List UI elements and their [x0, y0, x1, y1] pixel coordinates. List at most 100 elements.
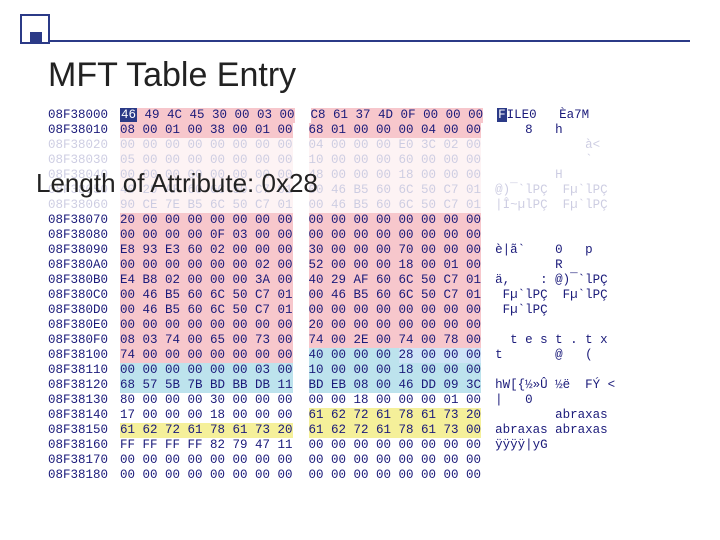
hex-gap — [293, 468, 309, 483]
hex-address: 08F38060 — [48, 198, 120, 213]
hex-row: 08F38180 00 00 00 00 00 00 00 00 00 00 0… — [48, 468, 688, 483]
hex-bytes-left: FF FF FF FF 82 79 47 11 — [120, 438, 293, 453]
hex-address: 08F380E0 — [48, 318, 120, 333]
hex-gap — [293, 348, 309, 363]
hex-ascii: t @ ( — [495, 348, 593, 363]
hex-ascii: Fµ`lPÇ Fµ`lPÇ — [495, 288, 608, 303]
hex-bytes-left: 00 00 00 00 00 00 00 00 — [120, 468, 293, 483]
hex-row: 08F380F0 08 03 74 00 65 00 73 00 74 00 2… — [48, 333, 688, 348]
hex-bytes-right: 20 00 00 00 00 00 00 00 — [309, 318, 482, 333]
hex-address: 08F38020 — [48, 138, 120, 153]
hex-bytes-left: 17 00 00 00 18 00 00 00 — [120, 408, 293, 423]
hex-bytes-right: 10 00 00 00 60 00 00 00 — [309, 153, 482, 168]
hex-ascii: @)¯`lPÇ Fµ`lPÇ — [495, 183, 608, 198]
hex-address: 08F38150 — [48, 423, 120, 438]
hex-bytes-right: 74 00 2E 00 74 00 78 00 — [309, 333, 482, 348]
hex-address: 08F38030 — [48, 153, 120, 168]
hex-row: 08F38060 90 CE 7E B5 6C 50 C7 01 00 46 B… — [48, 198, 688, 213]
hex-row: 08F38140 17 00 00 00 18 00 00 00 61 62 7… — [48, 408, 688, 423]
hex-row: 08F380C0 00 46 B5 60 6C 50 C7 01 00 46 B… — [48, 288, 688, 303]
hex-address: 08F38080 — [48, 228, 120, 243]
hex-bytes-left: 74 00 00 00 00 00 00 00 — [120, 348, 293, 363]
hex-bytes-right: 00 00 00 00 00 00 00 00 — [309, 213, 482, 228]
hex-ascii: hW[{½»Û ½ë FÝ < — [495, 378, 615, 393]
hex-gap — [295, 108, 311, 123]
hex-gap — [293, 228, 309, 243]
hex-address: 08F38170 — [48, 453, 120, 468]
hex-address: 08F38130 — [48, 393, 120, 408]
hex-ascii: à< — [495, 138, 600, 153]
hex-ascii: ÿÿÿÿ|yG — [495, 438, 548, 453]
hex-ascii: | 0 — [495, 393, 533, 408]
hex-gap — [293, 393, 309, 408]
selected-ascii: F — [497, 108, 507, 122]
hex-gap — [293, 303, 309, 318]
hex-gap — [293, 273, 309, 288]
hex-row: 08F380A0 00 00 00 00 00 00 02 00 52 00 0… — [48, 258, 688, 273]
hex-bytes-left: 00 00 00 00 00 00 00 00 — [120, 138, 293, 153]
hex-bytes-right: 00 46 B5 60 6C 50 C7 01 — [309, 183, 482, 198]
hex-bytes-right: 00 00 00 00 00 00 00 00 — [309, 303, 482, 318]
hex-ascii: ä, : @)¯`lPÇ — [495, 273, 608, 288]
hex-bytes-left: 00 46 B5 60 6C 50 C7 01 — [120, 288, 293, 303]
hex-ascii: ` — [495, 153, 593, 168]
slide-decor — [20, 14, 140, 42]
hex-bytes-left: 68 57 5B 7B BD BB DB 11 — [120, 378, 293, 393]
hex-gap — [293, 198, 309, 213]
hex-ascii: H — [495, 168, 563, 183]
selected-byte: 46 — [120, 108, 137, 122]
hex-row: 08F38150 61 62 72 61 78 61 73 20 61 62 7… — [48, 423, 688, 438]
hex-row: 08F38020 00 00 00 00 00 00 00 00 04 00 0… — [48, 138, 688, 153]
hex-row: 08F380E0 00 00 00 00 00 00 00 00 20 00 0… — [48, 318, 688, 333]
hex-row: 08F38170 00 00 00 00 00 00 00 00 00 00 0… — [48, 453, 688, 468]
hex-ascii: FILE0 Èa7M — [497, 108, 589, 123]
hex-ascii: 8 h — [495, 123, 563, 138]
hex-bytes-right: 00 00 00 00 00 00 00 00 — [309, 438, 482, 453]
hex-gap — [293, 408, 309, 423]
hex-bytes-right: 40 29 AF 60 6C 50 C7 01 — [309, 273, 482, 288]
hex-bytes-right: 04 00 00 00 E0 3C 02 00 — [309, 138, 482, 153]
hex-gap — [293, 138, 309, 153]
hex-address: 08F380B0 — [48, 273, 120, 288]
hex-row: 08F38090 E8 93 E3 60 02 00 00 00 30 00 0… — [48, 243, 688, 258]
hex-bytes-left: 00 00 00 00 00 00 00 00 — [120, 318, 293, 333]
hex-bytes-right: C8 61 37 4D 0F 00 00 00 — [311, 108, 484, 123]
hex-dump: 08F38000 46 49 4C 45 30 00 03 00 C8 61 3… — [48, 108, 688, 483]
hex-address: 08F380D0 — [48, 303, 120, 318]
page-title: MFT Table Entry — [48, 56, 296, 95]
hex-row: 08F38160 FF FF FF FF 82 79 47 11 00 00 0… — [48, 438, 688, 453]
hex-bytes-right: 00 00 00 00 00 00 00 00 — [309, 468, 482, 483]
hex-bytes-right: 61 62 72 61 78 61 73 20 — [309, 408, 482, 423]
hex-ascii: t e s t . t x — [495, 333, 608, 348]
hex-bytes-right: 00 46 B5 60 6C 50 C7 01 — [309, 288, 482, 303]
hex-row: 08F38030 05 00 00 00 00 00 00 00 10 00 0… — [48, 153, 688, 168]
hex-gap — [293, 333, 309, 348]
decor-square-fill — [30, 32, 42, 44]
hex-bytes-right: 00 00 00 00 00 00 00 00 — [309, 228, 482, 243]
hex-row: 08F38110 00 00 00 00 00 00 03 00 10 00 0… — [48, 363, 688, 378]
hex-row: 08F38000 46 49 4C 45 30 00 03 00 C8 61 3… — [48, 108, 688, 123]
hex-address: 08F380A0 — [48, 258, 120, 273]
hex-ascii: è|ã` 0 p — [495, 243, 593, 258]
hex-address: 08F38100 — [48, 348, 120, 363]
hex-bytes-left: 08 03 74 00 65 00 73 00 — [120, 333, 293, 348]
hex-gap — [293, 288, 309, 303]
hex-row: 08F38100 74 00 00 00 00 00 00 00 40 00 0… — [48, 348, 688, 363]
hex-address: 08F38120 — [48, 378, 120, 393]
hex-row: 08F38130 80 00 00 00 30 00 00 00 00 00 1… — [48, 393, 688, 408]
hex-address: 08F38140 — [48, 408, 120, 423]
hex-bytes-left: 05 00 00 00 00 00 00 00 — [120, 153, 293, 168]
hex-gap — [293, 378, 309, 393]
hex-bytes-left: 90 CE 7E B5 6C 50 C7 01 — [120, 198, 293, 213]
hex-address: 08F380F0 — [48, 333, 120, 348]
hex-bytes-right: 52 00 00 00 18 00 01 00 — [309, 258, 482, 273]
hex-ascii: abraxas abraxas — [495, 423, 608, 438]
hex-gap — [293, 213, 309, 228]
hex-bytes-left: 00 00 00 00 00 00 03 00 — [120, 363, 293, 378]
hex-bytes-right: 30 00 00 00 70 00 00 00 — [309, 243, 482, 258]
hex-address: 08F38180 — [48, 468, 120, 483]
length-label: Length of Attribute: 0x28 — [36, 168, 318, 199]
hex-bytes-left: 00 00 00 00 0F 03 00 00 — [120, 228, 293, 243]
hex-gap — [293, 363, 309, 378]
hex-address: 08F38160 — [48, 438, 120, 453]
